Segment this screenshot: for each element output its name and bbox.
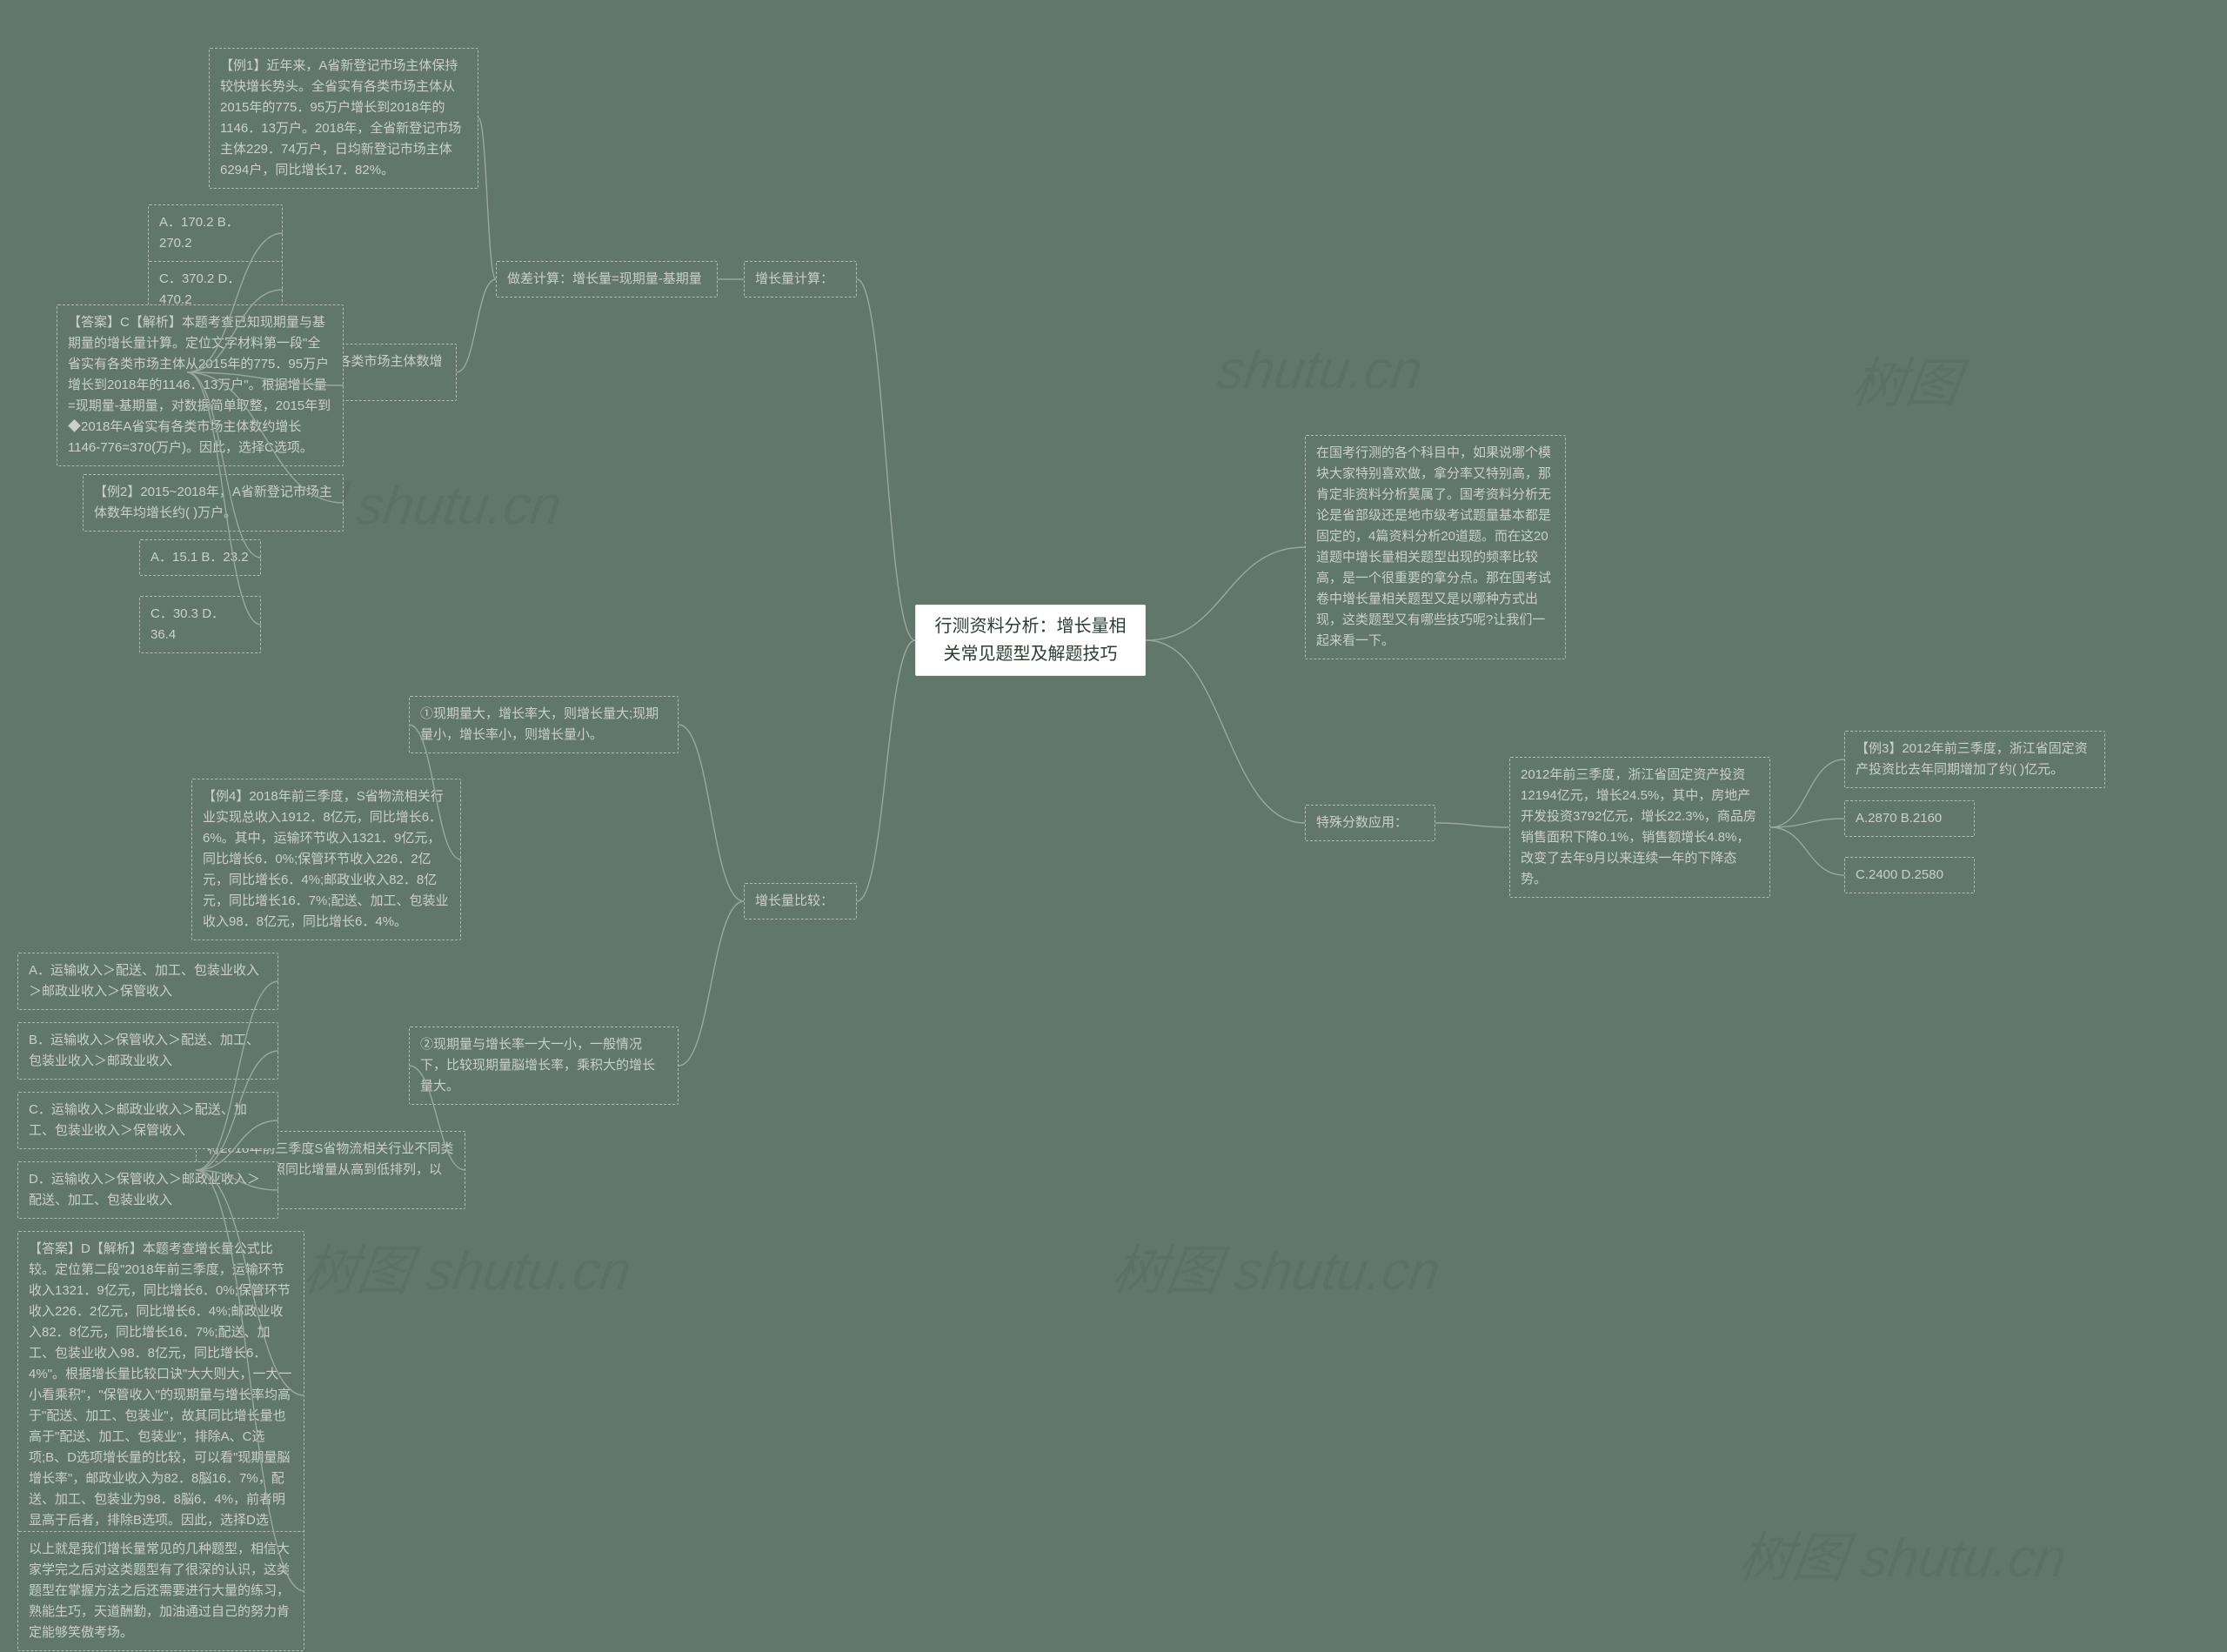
compare-rule-2: ②现期量与增长率一大一小，一般情况下，比较现期量脳增长率，乘积大的增长量大。 (409, 1027, 679, 1105)
example-3-opt-a: A.2870 B.2160 (1844, 800, 1975, 837)
option-a: A．运输收入＞配送、加工、包装业收入＞邮政业收入＞保管收入 (17, 953, 278, 1010)
compare-rule-1: ①现期量大，增长率大，则增长量大;现期量小，增长率小，则增长量小。 (409, 696, 679, 753)
example-1: 【例1】近年来，A省新登记市场主体保持较快增长势头。全省实有各类市场主体从201… (209, 48, 478, 189)
root-node: 行测资料分析：增长量相 关常见题型及解题技巧 (915, 605, 1146, 676)
calc-formula: 做差计算：增长量=现期量-基期量 (496, 261, 718, 298)
watermark: 树图 shutu.cn (299, 1227, 637, 1305)
outro: 以上就是我们增长量常见的几种题型，相信大家学完之后对这类题型有了很深的认识，这类… (17, 1531, 304, 1651)
calc-node: 增长量计算： (744, 261, 857, 298)
answer-1: 【答案】C【解析】本题考查已知现期量与基期量的增长量计算。定位文字材料第一段"全… (57, 304, 344, 466)
example-3-opt-b: C.2400 D.2580 (1844, 857, 1975, 893)
question-1-opt-a: A．170.2 B．270.2 (148, 204, 283, 262)
example-2-opt-b: C．30.3 D．36.4 (139, 596, 261, 653)
watermark: 树图 shutu.cn (1735, 1514, 2072, 1592)
intro-node: 在国考行测的各个科目中，如果说哪个模块大家特别喜欢做，拿分率又特别高，那肯定非资… (1305, 435, 1566, 659)
example-4: 【例4】2018年前三季度，S省物流相关行业实现总收入1912．8亿元，同比增长… (191, 779, 461, 940)
example-3: 【例3】2012年前三季度，浙江省固定资产投资比去年同期增加了约( )亿元。 (1844, 731, 2105, 788)
option-c: C．运输收入＞邮政业收入＞配送、加工、包装业收入＞保管收入 (17, 1092, 278, 1149)
option-d: D．运输收入＞保管收入＞邮政业收入＞配送、加工、包装业收入 (17, 1161, 278, 1219)
example-2: 【例2】2015~2018年，A省新登记市场主体数年均增长约( )万户。 (83, 474, 344, 532)
answer-4: 【答案】D【解析】本题考查增长量公式比较。定位第二段"2018年前三季度，运输环… (17, 1231, 304, 1560)
watermark: 树图 (1848, 339, 1967, 418)
option-b: B．运输收入＞保管收入＞配送、加工、包装业收入＞邮政业收入 (17, 1022, 278, 1080)
special-fraction-node: 特殊分数应用： (1305, 805, 1435, 841)
compare-node: 增长量比较： (744, 883, 857, 920)
root-title: 行测资料分析：增长量相 关常见题型及解题技巧 (935, 617, 1127, 664)
watermark: 树图 shutu.cn (1108, 1227, 1446, 1305)
example-2-opt-a: A．15.1 B．23.2 (139, 539, 261, 576)
special-fraction-bg: 2012年前三季度，浙江省固定资产投资12194亿元，增长24.5%，其中，房地… (1509, 757, 1770, 898)
watermark: shutu.cn (1214, 339, 1426, 401)
